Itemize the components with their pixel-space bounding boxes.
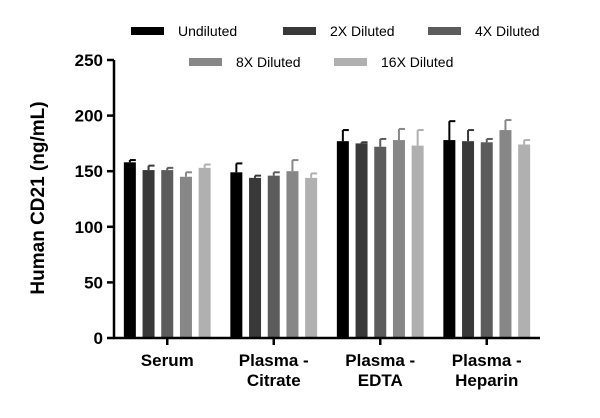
bar bbox=[305, 177, 318, 338]
x-tick-label: Plasma -EDTA bbox=[345, 351, 415, 390]
y-tick-label: 100 bbox=[75, 218, 103, 237]
bar bbox=[267, 175, 280, 338]
x-tick-label: Plasma -Heparin bbox=[452, 351, 522, 390]
x-tick-label: Serum bbox=[141, 351, 194, 370]
legend-swatch bbox=[189, 58, 222, 66]
y-axis: 0 50 100 150 200 250 bbox=[75, 51, 116, 348]
bar bbox=[499, 130, 512, 338]
bar bbox=[355, 143, 368, 338]
bar bbox=[392, 140, 405, 338]
x-tick-label: Plasma -Citrate bbox=[239, 351, 309, 390]
y-tick-label: 50 bbox=[84, 273, 103, 292]
x-tick-label-line: Heparin bbox=[455, 371, 518, 390]
bar bbox=[443, 140, 456, 338]
legend-swatch bbox=[283, 27, 316, 35]
legend-swatch bbox=[131, 27, 164, 35]
x-tick-label-line: Citrate bbox=[247, 371, 301, 390]
bar bbox=[518, 144, 531, 338]
legend-label: 16X Diluted bbox=[381, 54, 453, 70]
bar bbox=[336, 141, 349, 338]
bar bbox=[249, 177, 262, 338]
bar bbox=[142, 170, 155, 338]
bar bbox=[123, 162, 136, 338]
legend-swatch bbox=[334, 58, 367, 66]
y-tick-label: 150 bbox=[75, 162, 103, 181]
bar bbox=[161, 170, 174, 338]
legend-label: 4X Diluted bbox=[475, 23, 540, 39]
bar bbox=[480, 142, 493, 338]
bar-series bbox=[123, 130, 531, 338]
bar bbox=[462, 141, 475, 338]
x-tick-label-line: Plasma - bbox=[345, 351, 415, 370]
bar bbox=[374, 146, 387, 338]
x-tick-label-line: Plasma - bbox=[239, 351, 309, 370]
y-tick-label: 250 bbox=[75, 51, 103, 70]
legend-swatch bbox=[428, 27, 461, 35]
bar bbox=[230, 172, 243, 338]
y-axis-title: Human CD21 (ng/mL) bbox=[28, 101, 49, 294]
bar bbox=[286, 171, 299, 338]
y-tick-label: 0 bbox=[94, 329, 103, 348]
x-tick-label-line: Serum bbox=[141, 351, 194, 370]
chart-legend: Undiluted 2X Diluted 4X Diluted 8X Diluted 1… bbox=[131, 23, 540, 70]
x-tick-label-line: EDTA bbox=[358, 371, 403, 390]
legend-label: 2X Diluted bbox=[330, 23, 395, 39]
legend-label: 8X Diluted bbox=[236, 54, 301, 70]
error-bars bbox=[128, 119, 531, 178]
x-tick-label-line: Plasma - bbox=[452, 351, 522, 370]
y-tick-label: 200 bbox=[75, 107, 103, 126]
legend-label: Undiluted bbox=[178, 23, 237, 39]
bar bbox=[179, 176, 192, 338]
bar bbox=[198, 167, 211, 338]
bar bbox=[411, 145, 424, 338]
